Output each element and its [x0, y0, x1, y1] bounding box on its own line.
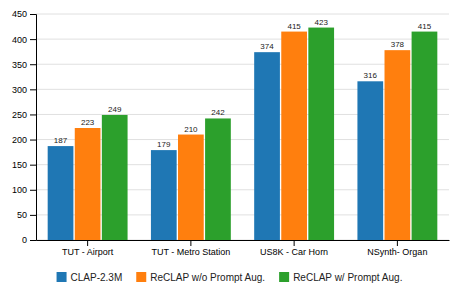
legend-label: ReCLAP w/ Prompt Aug. [293, 272, 402, 283]
y-tick-label: 450 [12, 9, 27, 19]
x-tick-label: NSynth- Organ [367, 247, 427, 257]
legend-label: CLAP-2.3M [71, 272, 123, 283]
y-tick-mark [30, 240, 36, 241]
chart: 0 50 100 150 200 250 300 350 400 450 TUT - Airport… [0, 0, 459, 292]
data-label: 374 [260, 42, 274, 51]
data-label: 223 [81, 118, 95, 127]
y-tick-label: 400 [12, 34, 27, 44]
y-tick-label: 250 [12, 110, 27, 120]
grid-line [36, 14, 449, 15]
y-tick: 150 [12, 160, 36, 170]
y-axis: 0 50 100 150 200 250 300 350 400 450 [12, 9, 37, 245]
data-label: 249 [108, 105, 122, 114]
grid [36, 14, 449, 240]
bar [151, 150, 177, 240]
data-label: 316 [364, 71, 378, 80]
legend-swatch [136, 272, 146, 282]
bar [281, 32, 307, 240]
legend-item: CLAP-2.3M [57, 272, 123, 283]
y-tick-mark [30, 114, 36, 115]
data-label: 415 [418, 22, 432, 31]
legend-item: ReCLAP w/o Prompt Aug. [136, 272, 265, 283]
x-tick-mark [87, 240, 88, 246]
y-tick-mark [30, 14, 36, 15]
y-tick: 300 [12, 85, 36, 95]
x-tick-label: US8K - Car Horn [260, 247, 328, 257]
legend-swatch [57, 272, 67, 282]
y-tick-label: 200 [12, 135, 27, 145]
x-tick: US8K - Car Horn [260, 240, 328, 257]
legend-label: ReCLAP w/o Prompt Aug. [150, 272, 265, 283]
y-tick-label: 150 [12, 160, 27, 170]
x-tick: NSynth- Organ [367, 240, 427, 257]
y-tick: 0 [22, 235, 36, 245]
bar [75, 128, 101, 240]
data-labels: 187 179 374 316 223 210 415 378 249 242 423 415 [54, 18, 432, 150]
data-label: 378 [391, 40, 405, 49]
bar [48, 146, 74, 240]
legend-item: ReCLAP w/ Prompt Aug. [279, 272, 402, 283]
data-label: 415 [287, 22, 301, 31]
x-tick-mark [190, 240, 191, 246]
y-tick-label: 350 [12, 60, 27, 70]
bar [254, 52, 280, 240]
data-label: 423 [315, 18, 329, 27]
y-tick: 450 [12, 9, 36, 19]
data-label: 179 [157, 140, 171, 149]
y-tick-mark [30, 165, 36, 166]
y-tick: 200 [12, 135, 36, 145]
x-tick-mark [397, 240, 398, 246]
y-tick: 250 [12, 110, 36, 120]
y-tick-mark [30, 190, 36, 191]
y-tick-mark [30, 89, 36, 90]
x-tick-mark [294, 240, 295, 246]
bar [178, 135, 204, 240]
bar [385, 50, 411, 240]
x-tick-label: TUT - Airport [62, 247, 114, 257]
bars [48, 28, 438, 240]
x-tick: TUT - Airport [62, 240, 114, 257]
y-tick-mark [30, 140, 36, 141]
y-axis-line [30, 15, 37, 241]
grid-line [36, 39, 449, 40]
data-label: 187 [54, 136, 68, 145]
plot: 0 50 100 150 200 250 300 350 400 450 TUT - Airport… [12, 9, 450, 257]
bar [205, 118, 231, 240]
data-label: 210 [184, 125, 198, 134]
y-tick: 400 [12, 34, 36, 44]
y-tick: 100 [12, 185, 36, 195]
bar [357, 81, 383, 240]
y-tick: 350 [12, 60, 36, 70]
bar [102, 115, 128, 240]
bar [412, 32, 438, 240]
bar [308, 28, 334, 240]
x-tick-label: TUT - Metro Station [151, 247, 230, 257]
x-axis: TUT - Airport TUT - Metro Station US8K - C… [37, 240, 450, 257]
legend-swatch [279, 272, 289, 282]
y-tick-mark [30, 215, 36, 216]
y-tick-label: 100 [12, 185, 27, 195]
y-tick-label: 300 [12, 85, 27, 95]
y-tick-label: 0 [22, 235, 27, 245]
y-tick-mark [30, 64, 36, 65]
legend: CLAP-2.3M ReCLAP w/o Prompt Aug. ReCLAP w/… [57, 272, 403, 283]
x-axis-line [37, 240, 450, 241]
y-tick-label: 50 [17, 210, 27, 220]
y-tick-mark [30, 39, 36, 40]
y-tick: 50 [17, 210, 36, 220]
data-label: 242 [211, 108, 225, 117]
x-tick: TUT - Metro Station [151, 240, 230, 257]
